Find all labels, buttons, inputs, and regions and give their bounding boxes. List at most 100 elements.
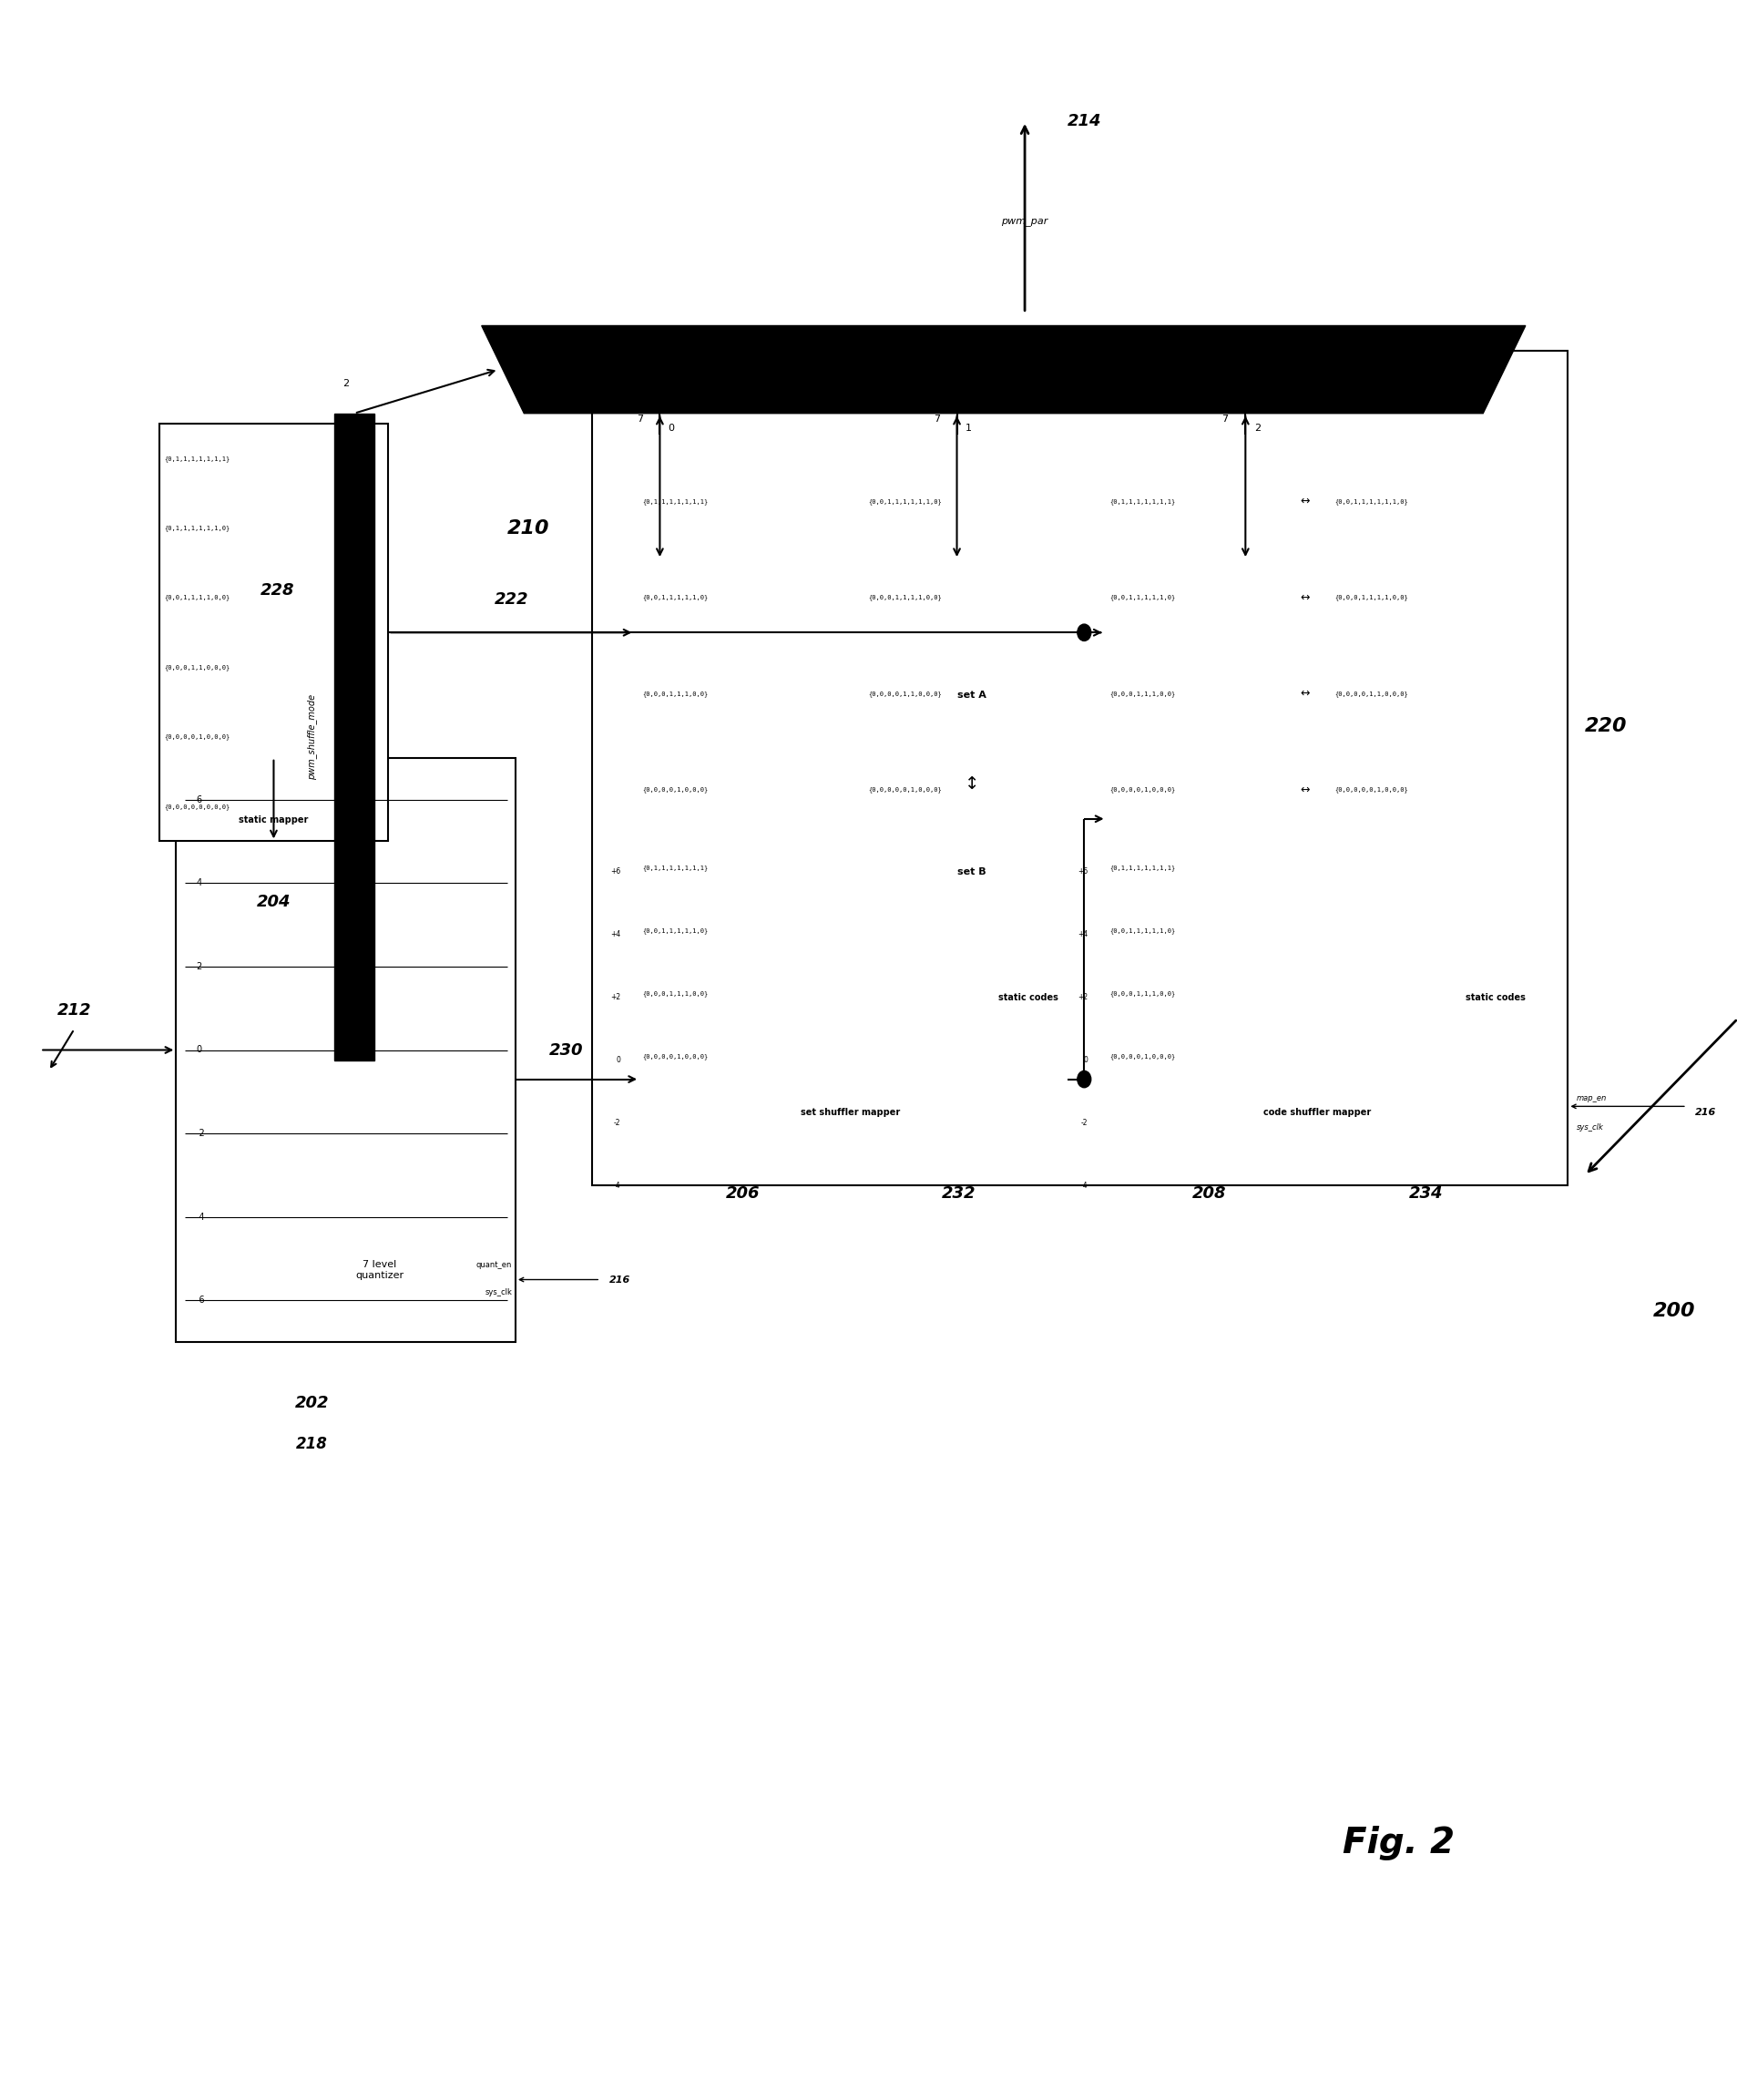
Text: 216: 216 bbox=[610, 1275, 631, 1285]
Polygon shape bbox=[334, 414, 375, 1060]
Text: {0,0,0,0,1,0,0,0}: {0,0,0,0,1,0,0,0} bbox=[165, 733, 229, 739]
Text: 220: 220 bbox=[1584, 718, 1628, 735]
Text: {0,0,0,0,1,1,0,0,0}: {0,0,0,0,1,1,0,0,0} bbox=[868, 691, 941, 697]
Text: {0,0,1,1,1,1,0,0}: {0,0,1,1,1,1,0,0} bbox=[165, 594, 229, 601]
Text: ↔: ↔ bbox=[1299, 689, 1310, 699]
Text: {0,0,1,1,1,1,1,1,0}: {0,0,1,1,1,1,1,1,0} bbox=[868, 498, 941, 504]
Text: {0,0,0,1,1,1,0,0}: {0,0,0,1,1,1,0,0} bbox=[1110, 691, 1176, 697]
Text: 0: 0 bbox=[669, 424, 674, 433]
Text: 0: 0 bbox=[617, 1056, 620, 1065]
Text: 226: 226 bbox=[1192, 401, 1226, 418]
Text: pwm_par: pwm_par bbox=[1002, 216, 1047, 225]
Text: ↔: ↔ bbox=[1299, 496, 1310, 508]
Text: {0,0,0,1,1,1,1,0,0}: {0,0,0,1,1,1,1,0,0} bbox=[1336, 594, 1409, 601]
Text: -4: -4 bbox=[1080, 1182, 1087, 1191]
Text: 218: 218 bbox=[295, 1436, 328, 1453]
Text: {0,0,0,0,1,0,0,0}: {0,0,0,0,1,0,0,0} bbox=[643, 788, 709, 794]
Text: map_en: map_en bbox=[1577, 1094, 1607, 1102]
Text: set B: set B bbox=[957, 867, 987, 878]
Text: set shuffler mapper: set shuffler mapper bbox=[801, 1107, 900, 1117]
Text: 212: 212 bbox=[57, 1002, 92, 1018]
FancyBboxPatch shape bbox=[1101, 435, 1534, 1134]
Text: 208: 208 bbox=[1192, 1186, 1226, 1201]
Text: {0,0,0,1,1,1,0,0}: {0,0,0,1,1,1,0,0} bbox=[1110, 991, 1176, 998]
Text: 2: 2 bbox=[196, 962, 201, 970]
Circle shape bbox=[1077, 624, 1091, 640]
Text: {0,0,1,1,1,1,1,0}: {0,0,1,1,1,1,1,0} bbox=[1110, 928, 1176, 935]
FancyBboxPatch shape bbox=[160, 424, 389, 842]
Text: 228: 228 bbox=[261, 582, 295, 598]
Text: 206: 206 bbox=[726, 1186, 759, 1201]
Polygon shape bbox=[481, 326, 1525, 414]
Text: 7: 7 bbox=[933, 414, 940, 424]
Text: {0,0,0,0,0,0,0,0}: {0,0,0,0,0,0,0,0} bbox=[165, 804, 229, 811]
Text: +6: +6 bbox=[610, 867, 620, 876]
Text: {0,1,1,1,1,1,1,1}: {0,1,1,1,1,1,1,1} bbox=[643, 498, 709, 504]
Text: +6: +6 bbox=[1077, 867, 1087, 876]
Text: {0,0,0,0,1,0,0,0}: {0,0,0,0,1,0,0,0} bbox=[1110, 1054, 1176, 1060]
Text: pwm_shuffle_mode: pwm_shuffle_mode bbox=[307, 693, 316, 779]
Text: {0,0,0,0,1,0,0,0}: {0,0,0,0,1,0,0,0} bbox=[1110, 788, 1176, 794]
Text: ↔: ↔ bbox=[1299, 783, 1310, 796]
Text: {0,0,0,0,0,1,0,0,0}: {0,0,0,0,0,1,0,0,0} bbox=[868, 788, 941, 794]
Text: 0: 0 bbox=[1084, 1056, 1087, 1065]
Text: code shuffler mapper: code shuffler mapper bbox=[1265, 1107, 1372, 1117]
Text: 7: 7 bbox=[636, 414, 643, 424]
Text: {0,0,0,1,1,1,0,0}: {0,0,0,1,1,1,0,0} bbox=[643, 991, 709, 998]
Text: ↔: ↔ bbox=[1299, 592, 1310, 603]
Text: {0,1,1,1,1,1,1,1}: {0,1,1,1,1,1,1,1} bbox=[1110, 865, 1176, 872]
Text: {0,0,0,1,1,1,0,0}: {0,0,0,1,1,1,0,0} bbox=[643, 691, 709, 697]
Text: quant_en: quant_en bbox=[476, 1260, 512, 1268]
Text: 6: 6 bbox=[196, 796, 201, 804]
Text: 214: 214 bbox=[1067, 113, 1101, 130]
Text: 1: 1 bbox=[966, 424, 971, 433]
Text: 230: 230 bbox=[549, 1042, 584, 1058]
Text: +2: +2 bbox=[1077, 993, 1087, 1002]
Text: sys_clk: sys_clk bbox=[485, 1287, 512, 1296]
Text: 7: 7 bbox=[1223, 414, 1228, 424]
Text: -6: -6 bbox=[196, 1296, 205, 1304]
Text: 232: 232 bbox=[941, 1186, 976, 1201]
Text: 0: 0 bbox=[196, 1046, 201, 1054]
Text: -2: -2 bbox=[613, 1119, 620, 1128]
Circle shape bbox=[1077, 1071, 1091, 1088]
Text: {0,0,1,1,1,1,1,1,0}: {0,0,1,1,1,1,1,1,0} bbox=[1336, 498, 1409, 504]
Text: +4: +4 bbox=[1077, 930, 1087, 939]
Text: {0,0,0,1,1,0,0,0}: {0,0,0,1,1,0,0,0} bbox=[165, 664, 229, 670]
Text: {0,0,1,1,1,1,1,0}: {0,0,1,1,1,1,1,0} bbox=[1110, 594, 1176, 601]
Text: -4: -4 bbox=[613, 1182, 620, 1191]
Text: 204: 204 bbox=[257, 892, 290, 909]
Text: {0,1,1,1,1,1,1,1}: {0,1,1,1,1,1,1,1} bbox=[165, 456, 229, 462]
Text: 4: 4 bbox=[196, 878, 201, 888]
Text: -4: -4 bbox=[196, 1212, 205, 1222]
Text: 7 level
quantizer: 7 level quantizer bbox=[356, 1260, 405, 1279]
Text: static codes: static codes bbox=[999, 993, 1060, 1002]
Text: {0,0,1,1,1,1,1,0}: {0,0,1,1,1,1,1,0} bbox=[643, 928, 709, 935]
Text: {0,0,0,0,1,0,0,0}: {0,0,0,0,1,0,0,0} bbox=[643, 1054, 709, 1060]
Text: 2: 2 bbox=[1254, 424, 1261, 433]
FancyBboxPatch shape bbox=[175, 758, 516, 1342]
Text: 202: 202 bbox=[295, 1394, 328, 1411]
Text: 216: 216 bbox=[1695, 1109, 1716, 1117]
Text: 234: 234 bbox=[1409, 1186, 1443, 1201]
Text: set A: set A bbox=[957, 691, 987, 699]
Text: 200: 200 bbox=[1654, 1302, 1695, 1321]
Text: 224: 224 bbox=[726, 401, 759, 418]
Text: Fig. 2: Fig. 2 bbox=[1343, 1825, 1454, 1861]
Text: {0,0,0,1,1,1,1,0,0}: {0,0,0,1,1,1,1,0,0} bbox=[868, 594, 941, 601]
Text: static mapper: static mapper bbox=[240, 815, 309, 825]
Text: -2: -2 bbox=[196, 1130, 205, 1138]
Text: {0,1,1,1,1,1,1,1}: {0,1,1,1,1,1,1,1} bbox=[643, 865, 709, 872]
Text: +4: +4 bbox=[610, 930, 620, 939]
Text: 2: 2 bbox=[342, 380, 349, 388]
Text: {0,0,0,0,0,1,0,0,0}: {0,0,0,0,0,1,0,0,0} bbox=[1336, 788, 1409, 794]
Text: -2: -2 bbox=[1080, 1119, 1087, 1128]
Text: sys_clk: sys_clk bbox=[1577, 1124, 1603, 1132]
Text: {0,0,0,0,1,1,0,0,0}: {0,0,0,0,1,1,0,0,0} bbox=[1336, 691, 1409, 697]
FancyBboxPatch shape bbox=[634, 435, 1067, 1134]
Text: 210: 210 bbox=[507, 519, 549, 538]
Text: +2: +2 bbox=[611, 993, 620, 1002]
Text: static codes: static codes bbox=[1466, 993, 1525, 1002]
Text: {0,1,1,1,1,1,1,1}: {0,1,1,1,1,1,1,1} bbox=[1110, 498, 1176, 504]
Text: ↕: ↕ bbox=[964, 775, 980, 792]
